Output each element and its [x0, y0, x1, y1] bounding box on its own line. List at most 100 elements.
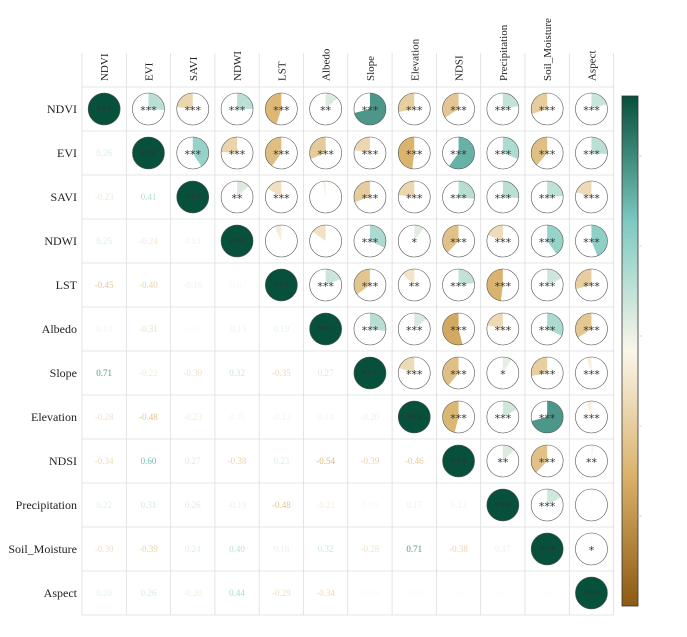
pie-NDVI-Slope-outline [353, 92, 387, 126]
pie-NDVI-Soil_Moisture [531, 93, 548, 114]
significance-LST-Soil_Moisture: *** [539, 280, 556, 293]
column-label-evi: EVI [143, 62, 155, 81]
pie-NDSI-Aspect [591, 445, 594, 461]
pie-NDVI-NDWI-outline [220, 92, 254, 126]
pie-EVI-EVI [132, 136, 165, 170]
coef-label-Elevation-Slope: -0.20 [361, 412, 380, 422]
pie-EVI-NDWI-outline [220, 136, 254, 170]
pie-Albedo-Aspect [575, 313, 592, 338]
pie-EVI-Elevation-outline [397, 136, 431, 170]
significance-NDVI-NDVI: *** [96, 104, 113, 117]
column-label-aspect: Aspect [586, 50, 598, 81]
significance-NDWI-Slope: *** [362, 236, 379, 249]
pie-NDWI-LST [274, 225, 282, 241]
significance-Elevation-Precipitation: *** [495, 412, 512, 425]
significance-NDSI-Aspect: ** [586, 456, 598, 469]
significance-NDWI-NDSI: *** [450, 236, 467, 249]
pie-Albedo-Precipitation-outline [486, 312, 520, 346]
significance-EVI-SAVI: *** [185, 148, 202, 161]
significance-NDWI-Precipitation: *** [495, 236, 512, 249]
pie-LST-Aspect-outline [575, 268, 608, 302]
coef-label-Slope-NDWI: 0.32 [229, 368, 245, 378]
coef-label-Albedo-LST: 0.19 [273, 324, 289, 334]
significance-EVI-NDWI: *** [229, 148, 246, 161]
pie-LST-Precipitation [486, 269, 503, 301]
coef-label-Aspect-Soil_Moisture: 0.01 [539, 588, 555, 598]
pie-Slope-Elevation-outline [397, 356, 431, 390]
coef-label-Elevation-NDWI: 0.10 [229, 412, 245, 422]
pie-Slope-Soil_Moisture [531, 357, 548, 376]
significance-NDVI-Aspect: *** [583, 104, 600, 117]
coef-label-Precipitation-EVI: 0.31 [141, 500, 157, 510]
pie-SAVI-Precipitation-outline [486, 180, 520, 214]
pie-SAVI-Aspect-outline [575, 180, 608, 214]
pie-LST-Soil_Moisture [547, 269, 562, 285]
pie-EVI-Soil_Moisture-outline [530, 136, 564, 170]
row-label-ndwi: NDWI [44, 234, 77, 248]
coef-label-NDWI-SAVI: 0.13 [185, 236, 201, 246]
pie-NDWI-Elevation-outline [397, 224, 431, 258]
column-label-savi: SAVI [188, 56, 200, 81]
pie-Albedo-Slope [369, 313, 386, 332]
pie-NDWI-Slope-outline [353, 224, 387, 258]
coef-label-Precipitation-Slope: 0.09 [362, 500, 378, 510]
significance-SAVI-NDSI: *** [450, 192, 467, 205]
pie-NDVI-SAVI-outline [176, 92, 210, 126]
row-label-savi: SAVI [51, 190, 77, 204]
column-label-elevation: Elevation [409, 38, 421, 81]
row-label-aspect: Aspect [44, 586, 78, 600]
significance-Slope-Aspect: *** [583, 368, 600, 381]
significance-NDWI-NDWI: *** [229, 236, 246, 249]
pie-NDVI-NDSI-outline [442, 92, 475, 126]
pie-Slope-NDSI-outline [442, 356, 475, 390]
significance-Precipitation-Soil_Moisture: *** [539, 500, 556, 513]
coef-label-NDSI-Slope: -0.39 [361, 456, 380, 466]
row-label-soil_moisture: Soil_Moisture [8, 542, 77, 556]
coef-label-Precipitation-SAVI: 0.26 [185, 500, 201, 510]
coef-label-NDSI-Albedo: -0.54 [316, 456, 335, 466]
significance-Albedo-Albedo: *** [317, 324, 334, 337]
pie-Slope-Aspect [586, 357, 592, 373]
significance-Elevation-NDSI: *** [450, 412, 467, 425]
pie-NDSI-Soil_Moisture [531, 445, 548, 473]
column-label-ndvi: NDVI [99, 53, 111, 81]
significance-LST-Albedo: *** [317, 280, 334, 293]
pie-Slope-Precipitation-outline [486, 356, 520, 390]
pie-Slope-Soil_Moisture-outline [530, 356, 564, 390]
pie-NDWI-NDSI-outline [442, 224, 475, 258]
pie-Albedo-NDSI [442, 313, 463, 345]
coef-label-Albedo-SAVI: -0.03 [183, 324, 202, 334]
pie-EVI-NDSI-outline [442, 136, 475, 170]
coef-label-LST-NDWI: -0.07 [228, 280, 247, 290]
significance-NDVI-Slope: *** [362, 104, 379, 117]
significance-Albedo-Precipitation: *** [495, 324, 512, 337]
pie-NDVI-Elevation [398, 93, 415, 112]
coef-label-Precipitation-NDWI: -0.19 [228, 500, 247, 510]
coef-label-Albedo-NDVI: 0.13 [96, 324, 112, 334]
pie-SAVI-NDWI [237, 181, 249, 197]
significance-Soil_Moisture-Soil_Moisture: *** [539, 544, 556, 557]
coef-label-Soil_Moisture-NDSI: -0.38 [449, 544, 468, 554]
coef-label-Albedo-EVI: -0.31 [139, 324, 158, 334]
colorbar [621, 95, 639, 607]
significance-EVI-Elevation: *** [406, 148, 423, 161]
pie-NDWI-Precipitation-outline [486, 224, 520, 258]
coef-label-Aspect-NDSI: 0.02 [451, 588, 467, 598]
pie-Albedo-Slope-outline [353, 312, 387, 346]
pie-NDVI-NDSI [442, 93, 459, 118]
column-label-ndsi: NDSI [454, 55, 466, 81]
pie-NDVI-NDWI [237, 93, 254, 109]
coef-label-Aspect-SAVI: -0.20 [183, 588, 202, 598]
coef-label-Soil_Moisture-LST: 0.18 [273, 544, 289, 554]
significance-SAVI-NDWI: ** [232, 192, 244, 205]
pie-Slope-NDSI [442, 357, 459, 386]
significance-SAVI-Precipitation: *** [495, 192, 512, 205]
coef-label-Elevation-NDVI: -0.28 [95, 412, 114, 422]
pie-SAVI-Albedo [322, 181, 326, 197]
pie-SAVI-Aspect [576, 181, 592, 197]
significance-SAVI-Soil_Moisture: *** [539, 192, 556, 205]
coef-label-Aspect-Elevation: -0.05 [405, 588, 424, 598]
coef-label-NDWI-EVI: -0.24 [139, 236, 158, 246]
coef-label-NDSI-EVI: 0.60 [141, 456, 157, 466]
